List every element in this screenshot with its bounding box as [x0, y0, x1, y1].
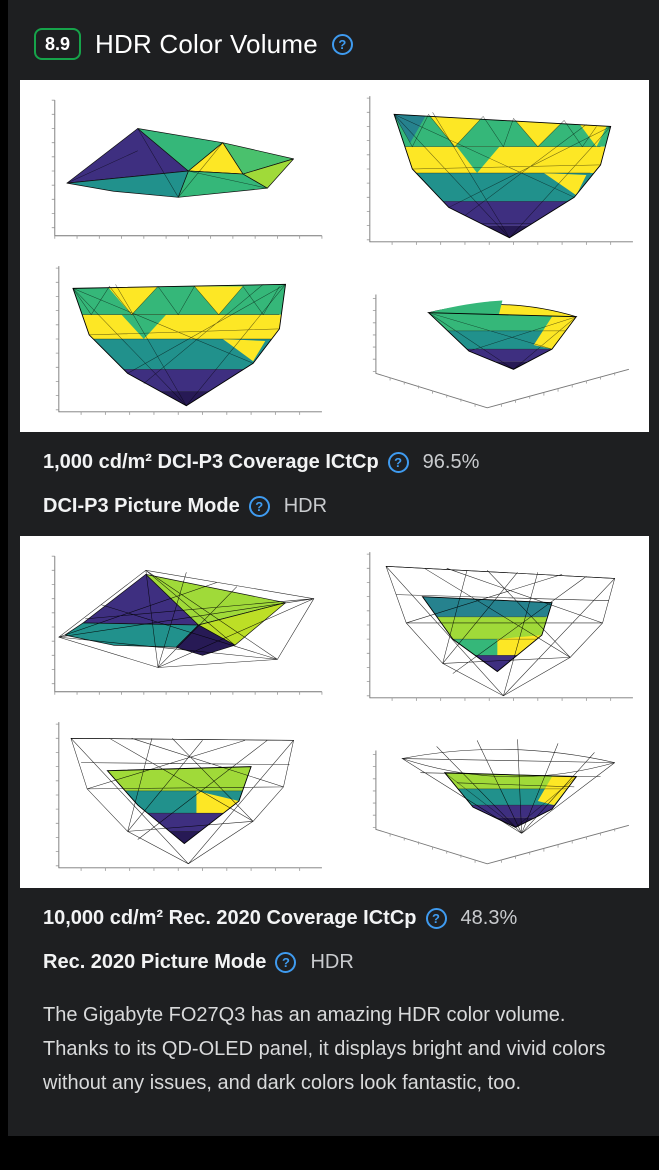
- plot-dcip3-front-view: [366, 96, 633, 245]
- metric-label: 1,000 cd/m² DCI-P3 Coverage ICtCp: [43, 450, 379, 473]
- help-icon[interactable]: ?: [387, 451, 409, 473]
- metric-label: Rec. 2020 Picture Mode: [43, 950, 267, 973]
- metric-row: DCI-P3 Picture Mode ? HDR: [8, 492, 659, 520]
- metric-value: HDR: [283, 494, 328, 517]
- plot-rec2020-side-view: [55, 722, 322, 871]
- plot-dcip3-top-view: [51, 99, 323, 239]
- help-icon[interactable]: ?: [275, 951, 297, 973]
- plot-dcip3-3d-view: [372, 294, 629, 409]
- bottom-edge-bar: [0, 1136, 659, 1170]
- metric-value: 48.3%: [460, 906, 518, 929]
- score-badge: 8.9: [34, 28, 82, 60]
- metric-row: 1,000 cd/m² DCI-P3 Coverage ICtCp ? 96.5…: [8, 448, 659, 476]
- plot-rec2020-top-view: [51, 555, 323, 695]
- dci-p3-color-volume-figure[interactable]: [20, 80, 649, 432]
- metric-value: 96.5%: [422, 450, 480, 473]
- metric-row: 10,000 cd/m² Rec. 2020 Coverage ICtCp ? …: [8, 904, 659, 932]
- metric-value: HDR: [310, 950, 354, 973]
- metric-label: DCI-P3 Picture Mode: [43, 494, 240, 517]
- plot-dcip3-side-view: [55, 266, 322, 415]
- section-header: 8.9 HDR Color Volume ?: [8, 28, 659, 60]
- section-title: HDR Color Volume: [95, 28, 318, 59]
- help-icon[interactable]: ?: [248, 495, 270, 517]
- metric-row: Rec. 2020 Picture Mode ? HDR: [8, 948, 659, 976]
- hdr-color-volume-section: 8.9 HDR Color Volume ?: [8, 0, 659, 1100]
- plot-rec2020-front-view: [366, 552, 633, 701]
- metric-label: 10,000 cd/m² Rec. 2020 Coverage ICtCp: [43, 906, 417, 929]
- help-icon[interactable]: ?: [331, 33, 353, 55]
- plot-rec2020-3d-view: [372, 739, 629, 865]
- rec-2020-color-volume-figure[interactable]: [20, 536, 649, 888]
- left-edge-gutter: [0, 0, 8, 1170]
- section-description: The Gigabyte FO27Q3 has an amazing HDR c…: [43, 1004, 606, 1094]
- help-icon[interactable]: ?: [425, 907, 447, 929]
